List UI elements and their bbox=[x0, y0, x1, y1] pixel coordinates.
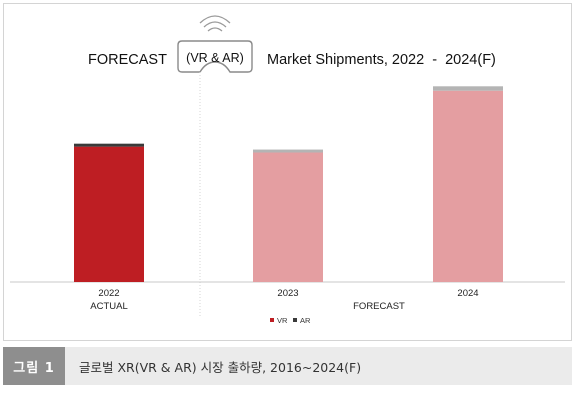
chart-svg: FORECAST (VR & AR) Market Shipments, 202… bbox=[10, 15, 565, 325]
bar-vr-2024 bbox=[433, 90, 503, 282]
figure-number-badge: 그림 1 bbox=[3, 347, 65, 385]
x-tick-label-2022: 2022 bbox=[98, 288, 119, 299]
x-tick-label-2023: 2023 bbox=[277, 288, 298, 299]
chart-title-badge: (VR & AR) bbox=[186, 51, 244, 65]
x-sublabel-forecast: FORECAST bbox=[353, 301, 405, 312]
legend: VR AR bbox=[270, 316, 311, 325]
chart-frame: FORECAST (VR & AR) Market Shipments, 202… bbox=[3, 3, 572, 341]
legend-label-ar: AR bbox=[300, 316, 311, 325]
legend-label-vr: VR bbox=[277, 316, 288, 325]
headset-icon bbox=[177, 40, 253, 73]
figure-caption-text: 글로벌 XR(VR & AR) 시장 출하량, 2016~2024(F) bbox=[79, 359, 362, 375]
figure-caption-bar: 그림 1 글로벌 XR(VR & AR) 시장 출하량, 2016~2024(F… bbox=[3, 347, 572, 385]
bar-ar-2022 bbox=[74, 143, 144, 147]
legend-swatch-vr bbox=[270, 318, 274, 322]
x-sublabel-actual: ACTUAL bbox=[90, 301, 127, 312]
bar-ar-2024 bbox=[433, 86, 503, 91]
signal-icon bbox=[199, 15, 231, 32]
bar-ar-2023 bbox=[253, 149, 323, 153]
x-tick-label-2024: 2024 bbox=[457, 288, 478, 299]
bars-group bbox=[74, 86, 503, 282]
chart-title-right: Market Shipments, 2022 - 2024(F) bbox=[267, 52, 496, 68]
bar-vr-2022 bbox=[74, 146, 144, 282]
chart-title-left: FORECAST bbox=[88, 52, 167, 68]
legend-swatch-ar bbox=[293, 318, 297, 322]
bar-vr-2023 bbox=[253, 152, 323, 282]
